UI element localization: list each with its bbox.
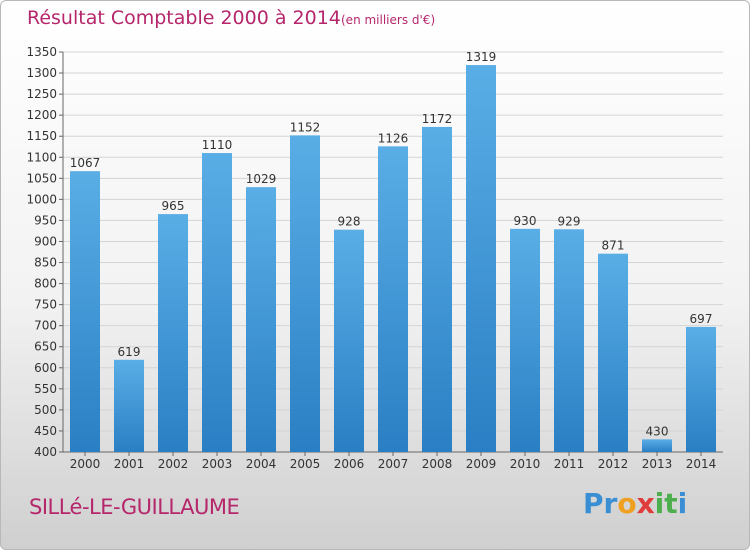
bar-value-label: 1172 xyxy=(422,112,453,126)
x-tick-label: 2002 xyxy=(158,457,189,471)
bar-value-label: 1110 xyxy=(202,138,233,152)
bar-2000 xyxy=(70,171,100,452)
chart-title: Résultat Comptable 2000 à 2014 xyxy=(27,7,341,29)
x-tick-label: 2005 xyxy=(290,457,321,471)
proxiti-logo: Proxiti xyxy=(583,487,687,520)
logo-letter: P xyxy=(583,487,604,520)
y-tick-label: 1350 xyxy=(26,45,57,59)
bar-value-label: 1152 xyxy=(290,120,321,134)
bar-value-label: 929 xyxy=(558,214,581,228)
y-tick-label: 600 xyxy=(34,361,57,375)
bar-value-label: 697 xyxy=(690,312,713,326)
x-tick-label: 2009 xyxy=(466,457,497,471)
bar-2014 xyxy=(686,326,716,452)
y-tick-label: 700 xyxy=(34,319,57,333)
x-tick-label: 2011 xyxy=(554,457,585,471)
y-tick-label: 1200 xyxy=(26,108,57,122)
x-tick-label: 2014 xyxy=(686,457,717,471)
logo-letter: i xyxy=(654,487,665,520)
x-tick-label: 2007 xyxy=(378,457,409,471)
y-tick-label: 400 xyxy=(34,445,57,459)
logo-letter: i xyxy=(677,487,688,520)
logo-letter: x xyxy=(636,487,655,520)
y-tick-label: 500 xyxy=(34,403,57,417)
bar-value-label: 928 xyxy=(338,215,361,229)
x-tick-label: 2010 xyxy=(510,457,541,471)
bar-2008 xyxy=(422,126,452,453)
bar-value-label: 1126 xyxy=(378,131,409,145)
bar-2001 xyxy=(114,359,144,452)
y-tick-label: 850 xyxy=(34,256,57,270)
bar-value-label: 871 xyxy=(602,239,625,253)
bar-value-label: 430 xyxy=(646,424,669,438)
bar-2005 xyxy=(290,135,320,453)
bar-value-label: 1319 xyxy=(466,50,497,64)
logo-letter: t xyxy=(664,487,678,520)
bar-value-label: 930 xyxy=(514,214,537,228)
y-tick-label: 1150 xyxy=(26,129,57,143)
bar-value-label: 1029 xyxy=(246,172,277,186)
bar-2011 xyxy=(554,229,584,452)
logo-letter: o xyxy=(617,487,637,520)
logo-letter: r xyxy=(603,487,618,520)
chart-subtitle: (en milliers d'€) xyxy=(341,13,436,27)
bar-2002 xyxy=(158,214,188,452)
y-tick-label: 1100 xyxy=(26,150,57,164)
x-tick-label: 2000 xyxy=(70,457,101,471)
y-tick-label: 950 xyxy=(34,213,57,227)
y-tick-label: 800 xyxy=(34,277,57,291)
y-tick-label: 1300 xyxy=(26,66,57,80)
y-tick-label: 450 xyxy=(34,424,57,438)
bar-2007 xyxy=(378,146,408,452)
bar-value-label: 1067 xyxy=(70,156,101,170)
y-tick-label: 750 xyxy=(34,298,57,312)
x-tick-label: 2008 xyxy=(422,457,453,471)
y-tick-label: 1050 xyxy=(26,171,57,185)
x-tick-label: 2003 xyxy=(202,457,233,471)
bar-2012 xyxy=(598,253,628,452)
y-tick-label: 650 xyxy=(34,340,57,354)
bar-2010 xyxy=(510,228,540,452)
bar-2003 xyxy=(202,153,232,453)
y-tick-label: 1250 xyxy=(26,87,57,101)
x-tick-label: 2013 xyxy=(642,457,673,471)
bar-value-label: 965 xyxy=(162,199,185,213)
y-tick-label: 900 xyxy=(34,234,57,248)
x-tick-label: 2006 xyxy=(334,457,365,471)
bar-2004 xyxy=(246,187,276,452)
bar-2009 xyxy=(466,65,496,452)
y-tick-label: 550 xyxy=(34,382,57,396)
bar-2006 xyxy=(334,229,364,452)
bar-2013 xyxy=(642,439,672,452)
x-tick-label: 2004 xyxy=(246,457,277,471)
bar-value-label: 619 xyxy=(118,345,141,359)
x-tick-label: 2001 xyxy=(114,457,145,471)
y-tick-label: 1000 xyxy=(26,192,57,206)
x-tick-label: 2012 xyxy=(598,457,629,471)
commune-name: SILLé-LE-GUILLAUME xyxy=(29,495,240,519)
